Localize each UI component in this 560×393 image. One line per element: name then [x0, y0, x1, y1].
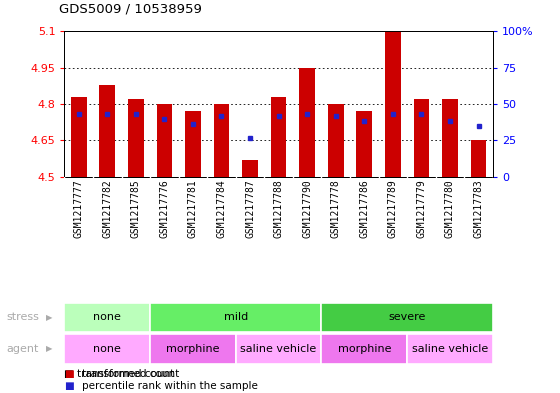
Bar — [150, 334, 236, 364]
Text: severe: severe — [389, 312, 426, 322]
Text: GSM1217778: GSM1217778 — [331, 179, 340, 238]
Bar — [413, 99, 430, 177]
Text: GDS5009 / 10538959: GDS5009 / 10538959 — [59, 3, 202, 16]
Text: percentile rank within the sample: percentile rank within the sample — [82, 381, 258, 391]
Text: GSM1217785: GSM1217785 — [131, 179, 141, 238]
Bar — [150, 303, 321, 332]
Text: GSM1217788: GSM1217788 — [274, 179, 283, 238]
Text: ■: ■ — [64, 369, 74, 379]
Text: saline vehicle: saline vehicle — [240, 344, 317, 354]
Text: ▶: ▶ — [46, 344, 53, 353]
Bar — [470, 140, 487, 177]
Text: agent: agent — [7, 344, 39, 354]
Bar — [128, 99, 144, 177]
Text: stress: stress — [7, 312, 40, 322]
Text: GSM1217789: GSM1217789 — [388, 179, 398, 238]
Text: saline vehicle: saline vehicle — [412, 344, 488, 354]
Text: GSM1217790: GSM1217790 — [302, 179, 312, 238]
Text: ■: ■ — [64, 381, 74, 391]
Bar — [442, 99, 458, 177]
Bar — [64, 303, 150, 332]
Text: GSM1217777: GSM1217777 — [74, 179, 83, 238]
Text: GSM1217780: GSM1217780 — [445, 179, 455, 238]
Text: GSM1217784: GSM1217784 — [217, 179, 226, 238]
Bar — [236, 334, 321, 364]
Bar — [242, 160, 258, 177]
Text: GSM1217779: GSM1217779 — [417, 179, 426, 238]
Bar — [407, 334, 493, 364]
Text: GSM1217782: GSM1217782 — [102, 179, 112, 238]
Text: mild: mild — [223, 312, 248, 322]
Text: GSM1217786: GSM1217786 — [360, 179, 369, 238]
Bar — [321, 334, 407, 364]
Text: transformed count: transformed count — [82, 369, 180, 379]
Bar — [299, 68, 315, 177]
Text: morphine: morphine — [166, 344, 220, 354]
Bar — [321, 303, 493, 332]
Text: morphine: morphine — [338, 344, 391, 354]
Bar — [156, 104, 172, 177]
Text: GSM1217783: GSM1217783 — [474, 179, 483, 238]
Text: GSM1217776: GSM1217776 — [160, 179, 169, 238]
Text: GSM1217787: GSM1217787 — [245, 179, 255, 238]
Text: ■ transformed count: ■ transformed count — [64, 369, 175, 379]
Bar — [64, 334, 150, 364]
Bar — [385, 31, 401, 177]
Text: ▶: ▶ — [46, 313, 53, 322]
Bar — [270, 97, 287, 177]
Bar — [213, 104, 230, 177]
Text: none: none — [94, 344, 121, 354]
Bar — [99, 85, 115, 177]
Text: none: none — [94, 312, 121, 322]
Bar — [356, 112, 372, 177]
Bar — [328, 104, 344, 177]
Text: GSM1217781: GSM1217781 — [188, 179, 198, 238]
Bar — [71, 97, 87, 177]
Bar — [185, 112, 201, 177]
